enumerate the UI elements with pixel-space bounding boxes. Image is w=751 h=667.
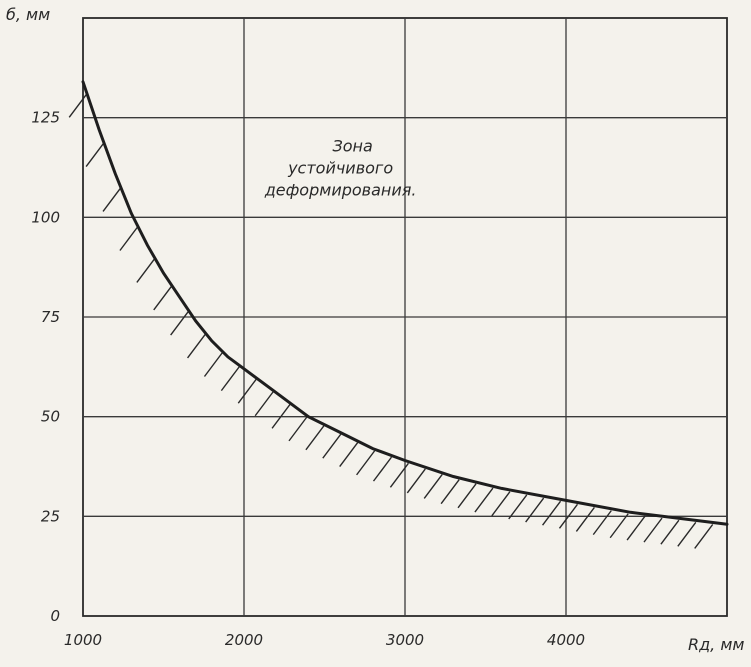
annotation-line: устойчивого xyxy=(287,158,393,177)
hatch-mark xyxy=(491,491,511,517)
y-tick-label: 50 xyxy=(41,408,60,426)
hatch-mark xyxy=(660,519,680,545)
hatch-mark xyxy=(136,257,156,283)
hatch-mark xyxy=(558,503,579,529)
x-tick-label: 4000 xyxy=(547,631,585,649)
hatch-mark xyxy=(541,500,562,526)
annotation-line: Зона xyxy=(332,136,372,155)
annotation-line: деформирования. xyxy=(264,180,417,199)
y-axis-label: б, мм xyxy=(6,5,50,24)
hatch-mark xyxy=(389,462,409,488)
hatch-mark xyxy=(406,468,426,494)
hatch-mark xyxy=(643,517,663,543)
y-tick-label: 0 xyxy=(50,607,60,625)
hatch-mark xyxy=(592,510,612,536)
hatch-mark xyxy=(322,433,342,459)
y-tick-labels: 0 25 50 75 100 125 xyxy=(31,109,60,625)
hatch-mark xyxy=(119,226,139,251)
hatch-mark xyxy=(271,403,291,429)
hatch-mark xyxy=(305,425,325,451)
hatch-mark xyxy=(339,442,359,468)
hatch-mark xyxy=(372,456,393,482)
hatch-mark xyxy=(237,378,257,404)
y-tick-label: 100 xyxy=(31,208,60,226)
hatch-mark xyxy=(102,187,122,212)
hatch-mark xyxy=(220,366,240,392)
hatch-mark xyxy=(508,494,528,520)
hatch-mark xyxy=(186,333,207,359)
hatch-mark xyxy=(575,507,595,532)
hatch-mark xyxy=(170,310,190,336)
hatch-mark xyxy=(440,479,460,505)
hatch-mark xyxy=(677,521,697,547)
hatch-mark xyxy=(694,523,714,549)
hatch-mark xyxy=(153,285,173,311)
x-tick-labels: 1000 2000 3000 4000 xyxy=(64,631,585,649)
y-tick-label: 125 xyxy=(31,109,60,127)
hatch-mark xyxy=(457,483,477,509)
y-tick-label: 75 xyxy=(41,308,60,326)
hatch-mark xyxy=(85,142,105,168)
zone-annotation: Зона устойчивого деформирования. xyxy=(264,136,417,199)
hatch-mark xyxy=(254,391,274,417)
x-tick-label: 1000 xyxy=(64,631,102,649)
grid xyxy=(82,17,728,617)
hatch-mark xyxy=(609,513,629,539)
y-tick-label: 25 xyxy=(41,507,60,525)
x-tick-label: 2000 xyxy=(225,631,263,649)
hatch-mark xyxy=(626,515,646,541)
hatch-mark xyxy=(68,92,88,118)
hatch-mark xyxy=(288,416,308,442)
hatch-mark xyxy=(474,487,494,513)
hatch-marks xyxy=(68,92,714,549)
hatch-mark xyxy=(525,497,545,523)
hatch-mark xyxy=(203,352,224,377)
boundary-curve xyxy=(81,80,729,526)
hatch-mark xyxy=(356,450,376,476)
hatch-mark xyxy=(423,474,443,499)
x-tick-label: 3000 xyxy=(386,631,424,649)
x-axis-label: Rд, мм xyxy=(688,635,745,654)
